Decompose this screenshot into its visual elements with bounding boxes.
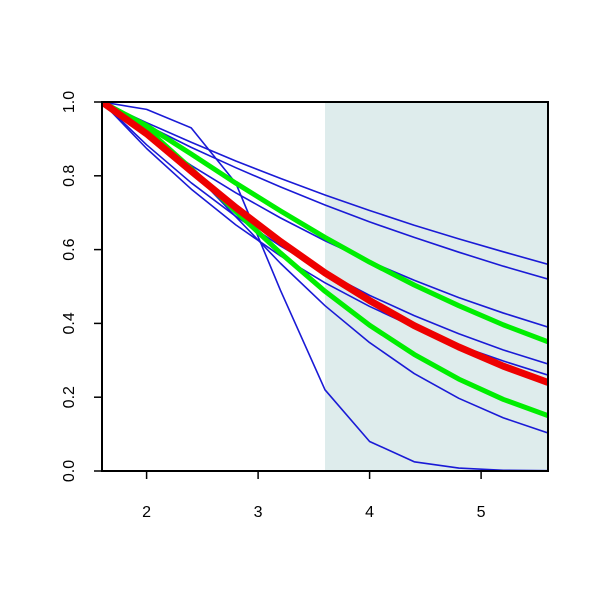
- y-tick-label: 0.6: [61, 238, 78, 260]
- x-tick-label: 5: [477, 504, 486, 521]
- y-tick-label: 0.0: [61, 460, 78, 482]
- x-tick-label: 4: [365, 504, 374, 521]
- y-tick-label: 0.2: [61, 386, 78, 408]
- curve: [102, 102, 548, 345]
- y-tick-label: 0.8: [61, 165, 78, 187]
- x-tick-label: 3: [254, 504, 263, 521]
- plot-frame: [101, 101, 549, 472]
- curve: [102, 102, 548, 471]
- x-tick-label: 2: [142, 504, 151, 521]
- curve: [102, 102, 548, 280]
- curve: [102, 102, 548, 266]
- highlight-region: [325, 102, 548, 471]
- curve: [102, 102, 548, 386]
- plot-lines: [102, 102, 548, 471]
- y-tick-label: 1.0: [61, 91, 78, 113]
- y-tick-label: 0.4: [61, 312, 78, 334]
